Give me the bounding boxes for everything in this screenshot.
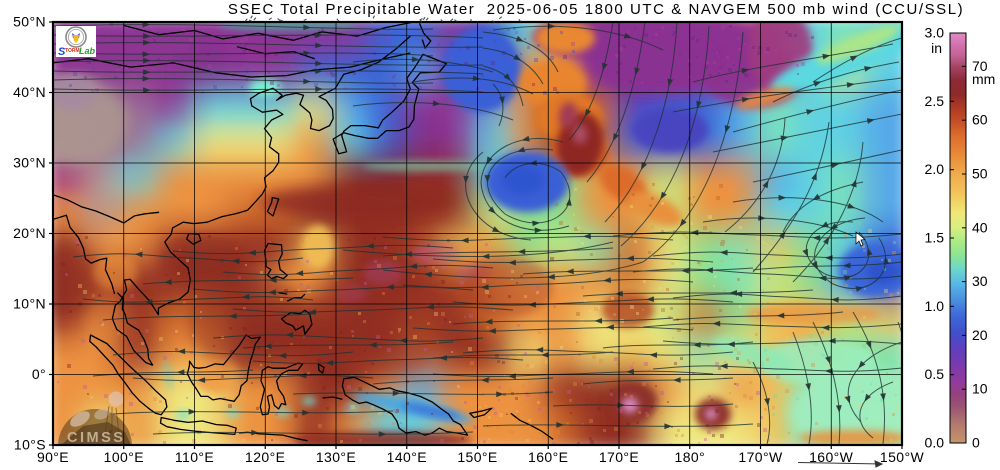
svg-text:mm: mm [972, 71, 995, 87]
svg-text:1.5: 1.5 [925, 230, 945, 246]
svg-text:100°E: 100°E [104, 449, 144, 465]
svg-text:150°W: 150°W [880, 449, 925, 465]
svg-text:2.0: 2.0 [925, 161, 945, 177]
svg-text:30°N: 30°N [13, 155, 46, 171]
svg-text:SSEC Total Precipitable Water: SSEC Total Precipitable Water 2025-06-05… [228, 1, 964, 18]
svg-text:in: in [931, 40, 942, 56]
svg-text:S: S [58, 46, 66, 58]
svg-text:170°E: 170°E [599, 449, 639, 465]
svg-text:0: 0 [972, 435, 980, 451]
svg-text:120°E: 120°E [245, 449, 285, 465]
svg-text:0°: 0° [32, 366, 46, 382]
svg-text:20: 20 [972, 327, 988, 343]
svg-text:40: 40 [972, 219, 988, 235]
svg-text:2.5: 2.5 [925, 93, 945, 109]
svg-text:TORM: TORM [65, 48, 80, 54]
svg-text:70: 70 [972, 58, 988, 74]
svg-text:Lab: Lab [79, 46, 96, 56]
svg-text:90°E: 90°E [37, 449, 69, 465]
svg-text:0.0: 0.0 [925, 435, 945, 451]
svg-text:20°N: 20°N [13, 225, 46, 241]
svg-text:50: 50 [972, 166, 988, 182]
svg-text:50°N: 50°N [13, 14, 46, 30]
svg-text:110°E: 110°E [175, 449, 214, 465]
svg-text:30: 30 [972, 273, 988, 289]
svg-text:0.5: 0.5 [925, 366, 945, 382]
svg-text:10: 10 [972, 381, 988, 397]
svg-text:160°W: 160°W [809, 449, 854, 465]
svg-text:150°E: 150°E [457, 449, 497, 465]
svg-text:180°: 180° [675, 449, 706, 465]
svg-text:CIMSS: CIMSS [67, 430, 125, 446]
svg-text:40°N: 40°N [13, 84, 46, 100]
svg-text:1.0: 1.0 [925, 298, 945, 314]
svg-text:10°N: 10°N [13, 296, 46, 312]
svg-text:130°E: 130°E [316, 449, 356, 465]
svg-text:60: 60 [972, 112, 988, 128]
svg-text:160°E: 160°E [528, 449, 568, 465]
svg-text:3.0: 3.0 [925, 25, 945, 41]
svg-text:170°W: 170°W [738, 449, 783, 465]
svg-text:140°E: 140°E [387, 449, 427, 465]
svg-text:10°S: 10°S [14, 437, 46, 453]
